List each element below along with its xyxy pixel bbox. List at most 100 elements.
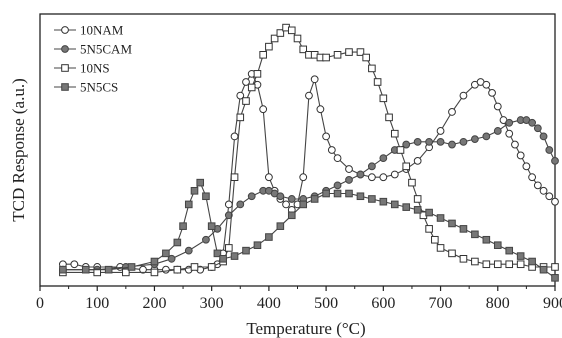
- data-point-10NS: [270, 34, 279, 43]
- data-point-5N5CS: [179, 222, 187, 230]
- data-point-5N5CAM: [202, 235, 210, 244]
- data-point-5N5CS: [333, 189, 342, 198]
- data-point-10NAM: [345, 165, 353, 173]
- data-point-5N5CS: [190, 187, 199, 195]
- data-point-5N5CS: [459, 225, 468, 233]
- data-point-5N5CS: [436, 214, 445, 222]
- x-axis-ticks: 0 100 200 300 400 500 600 700 800 900: [36, 286, 562, 312]
- data-point-5N5CS: [276, 222, 285, 230]
- data-point-10NS: [230, 173, 239, 181]
- data-point-10NAM: [533, 181, 542, 190]
- data-point-5N5CS: [196, 178, 205, 187]
- data-point-10NS: [299, 45, 308, 54]
- data-point-10NAM: [242, 78, 250, 86]
- legend: 10NAM 5N5CAM 10NS 5N5CS: [54, 23, 132, 95]
- data-point-10NAM: [327, 146, 336, 154]
- data-point-5N5CS: [482, 235, 491, 244]
- x-tick-label-800: 800: [486, 295, 510, 312]
- data-point-10NS: [425, 225, 433, 233]
- data-point-10NAM: [436, 127, 445, 135]
- data-point-10NAM: [551, 197, 559, 206]
- x-tick-label-500: 500: [314, 295, 338, 312]
- data-point-10NS: [551, 263, 559, 271]
- data-point-5N5CS: [356, 192, 365, 201]
- data-point-10NS: [225, 244, 233, 252]
- data-point-5N5CS: [390, 200, 399, 209]
- data-point-5N5CS: [265, 233, 273, 241]
- data-point-10NAM: [511, 140, 519, 149]
- data-point-5N5CS: [551, 274, 559, 282]
- data-point-5N5CAM: [167, 254, 176, 263]
- series-5N5CS: [59, 178, 559, 282]
- series-line-10NAM: [62, 72, 556, 271]
- data-point-10NAM: [545, 192, 554, 201]
- data-point-10NS: [259, 51, 267, 59]
- data-point-5N5CAM: [505, 118, 514, 127]
- data-point-5N5CAM: [379, 154, 388, 163]
- data-point-5N5CS: [127, 263, 136, 271]
- data-point-10NAM: [539, 186, 548, 195]
- data-point-5N5CAM: [551, 156, 559, 165]
- data-point-5N5CS: [402, 203, 411, 211]
- series-line-10NS: [62, 26, 555, 273]
- data-point-10NS: [265, 42, 273, 51]
- data-point-10NAM: [299, 173, 308, 182]
- data-point-5N5CAM: [184, 246, 193, 255]
- data-point-10NAM: [70, 260, 79, 269]
- data-point-5N5CS: [516, 252, 525, 260]
- data-point-10NS: [436, 244, 445, 252]
- data-point-5N5CS: [150, 257, 159, 266]
- series-line-5N5CAM: [62, 119, 556, 271]
- data-point-5N5CS: [322, 189, 330, 198]
- data-point-10NS: [93, 268, 102, 277]
- legend-marker: [61, 83, 69, 91]
- data-point-10NAM: [488, 88, 496, 97]
- data-point-10NAM: [264, 173, 273, 182]
- data-point-10NAM: [282, 200, 290, 209]
- data-point-5N5CS: [219, 255, 227, 263]
- data-point-5N5CAM: [459, 137, 468, 146]
- data-point-5N5CAM: [448, 140, 456, 149]
- data-point-5N5CAM: [224, 211, 233, 220]
- x-tick-label-300: 300: [200, 295, 224, 312]
- data-point-5N5CAM: [287, 195, 296, 203]
- data-point-5N5CAM: [425, 137, 434, 146]
- data-point-10NS: [396, 146, 405, 154]
- x-axis-title: Temperature (°C): [246, 319, 365, 338]
- data-point-5N5CS: [379, 197, 388, 206]
- legend-marker: [61, 64, 69, 72]
- data-point-10NAM: [224, 200, 233, 209]
- data-point-10NAM: [448, 108, 456, 116]
- legend-marker: [61, 45, 69, 53]
- data-point-10NS: [459, 255, 468, 263]
- data-point-5N5CS: [505, 246, 514, 255]
- y-axis-title: TCD Response (a.u.): [9, 78, 28, 222]
- data-point-5N5CS: [299, 200, 308, 209]
- data-point-5N5CS: [310, 195, 319, 203]
- data-point-10NAM: [413, 156, 422, 165]
- data-point-10NAM: [310, 75, 319, 84]
- data-point-10NAM: [139, 265, 147, 274]
- data-point-5N5CAM: [236, 200, 245, 209]
- data-point-5N5CAM: [493, 127, 502, 135]
- legend-marker: [61, 26, 69, 34]
- data-point-5N5CAM: [345, 176, 353, 184]
- data-point-10NAM: [390, 170, 399, 179]
- legend-item-10NAM: 10NAM: [54, 23, 124, 38]
- data-point-5N5CS: [368, 195, 376, 203]
- data-point-10NS: [122, 268, 130, 277]
- data-point-10NS: [379, 94, 388, 103]
- data-point-10NS: [505, 260, 514, 269]
- legend-label: 5N5CAM: [80, 42, 132, 57]
- data-point-5N5CS: [287, 211, 296, 220]
- data-point-10NAM: [333, 154, 342, 163]
- data-point-10NAM: [528, 173, 537, 182]
- data-point-10NS: [362, 53, 370, 62]
- data-point-10NS: [247, 83, 256, 92]
- data-point-10NS: [408, 178, 416, 187]
- x-tick-label-600: 600: [371, 295, 395, 312]
- data-point-5N5CS: [539, 265, 548, 274]
- series-5N5CAM: [58, 116, 559, 274]
- legend-label: 10NAM: [80, 23, 124, 38]
- data-point-10NS: [190, 263, 199, 271]
